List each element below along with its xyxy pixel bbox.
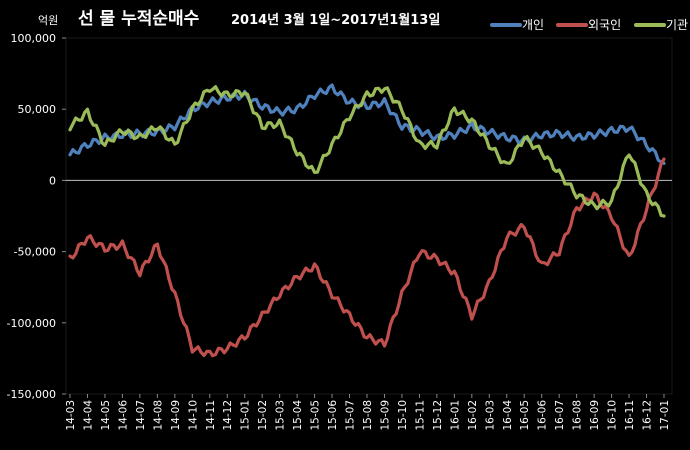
x-axis: 14-03 14-04 14-05 14-06 14-07 14-08 14-09 14-10…: [65, 394, 671, 431]
x-tick-label: 14-12: [222, 400, 234, 431]
x-tick-label: 16-08: [572, 400, 584, 431]
legend-label: 개인: [522, 18, 544, 32]
x-tick-label: 14-04: [82, 400, 94, 431]
x-tick-label: 15-03: [275, 400, 287, 431]
x-tick-label: 15-04: [292, 400, 304, 431]
x-tick-label: 16-01: [449, 400, 461, 431]
x-tick-label: 14-05: [100, 400, 112, 431]
x-tick-label: 16-04: [502, 400, 514, 431]
x-tick-label: 15-10: [397, 400, 409, 431]
series-group: [68, 83, 666, 358]
y-tick-label: 100,000: [11, 32, 57, 45]
x-tick-label: 15-01: [240, 400, 252, 431]
x-tick-label: 16-12: [642, 400, 654, 431]
series-line: [68, 85, 666, 218]
x-tick-label: 15-06: [327, 400, 339, 431]
x-tick-label: 16-11: [624, 400, 636, 431]
x-tick-label: 16-02: [467, 400, 479, 431]
x-tick-label: 14-11: [205, 400, 217, 431]
x-tick-label: 16-06: [537, 400, 549, 431]
x-tick-label: 15-12: [432, 400, 444, 431]
x-tick-label: 16-03: [484, 400, 496, 431]
x-tick-label: 15-09: [379, 400, 391, 431]
legend-label: 외국인: [588, 18, 621, 32]
y-tick-label: 0: [49, 174, 56, 187]
plot-area: [65, 37, 673, 395]
y-tick-label: -100,000: [7, 317, 56, 330]
x-tick-label: 16-07: [554, 400, 566, 431]
x-tick-label: 16-09: [589, 400, 601, 431]
chart-title-sub: 2014년 3월 1일~2017년1월13일: [231, 12, 440, 28]
x-tick-label: 14-06: [117, 400, 129, 431]
y-tick-label: -50,000: [14, 246, 56, 259]
legend-label: 기관: [666, 18, 688, 32]
chart-title-main: 선 물 누적순매수: [78, 9, 200, 29]
x-tick-label: 17-01: [659, 400, 671, 431]
unit-label: 억원: [38, 14, 58, 27]
y-tick-label: -150,000: [7, 388, 56, 401]
x-tick-label: 15-11: [414, 400, 426, 431]
series-line: [68, 83, 666, 165]
x-tick-label: 14-08: [152, 400, 164, 431]
x-tick-label: 16-10: [607, 400, 619, 431]
x-tick-label: 14-07: [135, 400, 147, 431]
x-tick-label: 16-05: [519, 400, 531, 431]
x-tick-label: 15-05: [310, 400, 322, 431]
x-tick-label: 14-03: [65, 400, 77, 431]
x-tick-label: 15-08: [362, 400, 374, 431]
y-tick-label: 50,000: [18, 103, 57, 116]
series-line: [68, 157, 666, 358]
y-axis: 100,000 50,000 0 -50,000 -100,000 -150,000: [7, 32, 66, 401]
x-tick-label: 15-07: [345, 400, 357, 431]
legend: 개인 외국인 기관: [490, 18, 688, 32]
x-tick-label: 15-02: [257, 400, 269, 431]
x-tick-label: 14-09: [170, 400, 182, 431]
x-tick-label: 14-10: [187, 400, 199, 431]
